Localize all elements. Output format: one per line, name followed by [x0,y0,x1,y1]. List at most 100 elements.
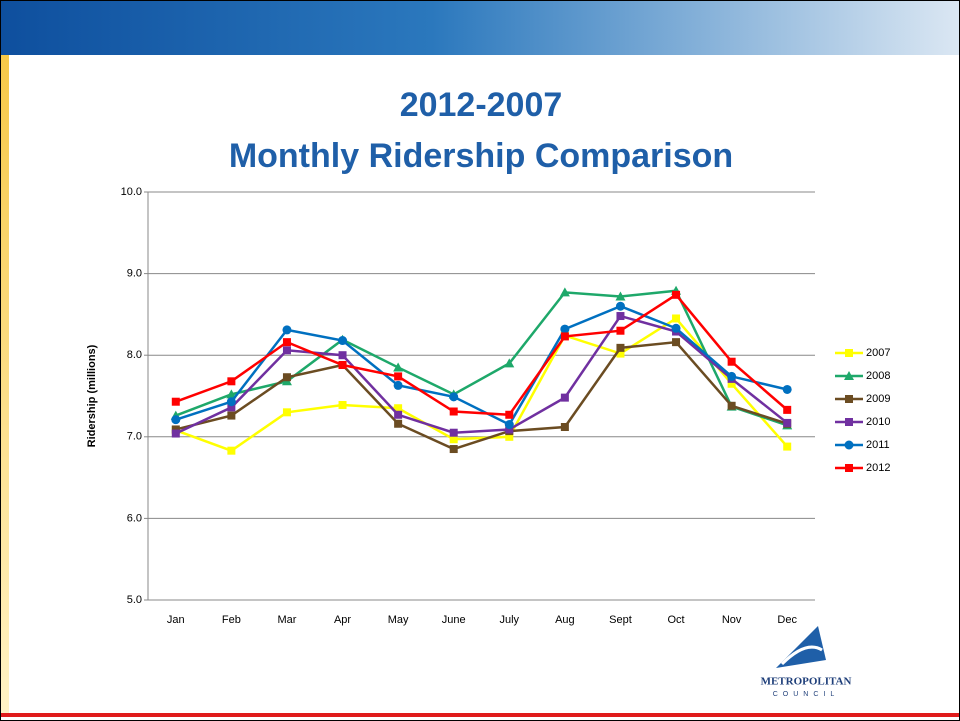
marker [616,312,625,321]
marker [227,411,236,420]
marker [171,429,180,438]
legend-marker [844,371,854,380]
marker [671,323,681,333]
marker [227,377,236,386]
marker [171,415,181,425]
marker [505,410,514,419]
marker [394,372,403,381]
marker [282,338,291,347]
marker [783,418,792,427]
legend-marker [845,395,853,403]
logo: METROPOLITAN COUNCIL [761,626,852,698]
x-tick-label: May [388,614,409,626]
chart-title: 2012-2007 [400,86,563,124]
x-tick-label: July [500,614,520,626]
y-axis-label: Ridership (millions) [86,344,98,447]
x-tick-label: Oct [667,614,684,626]
x-tick-label: Mar [277,614,296,626]
marker [560,332,569,341]
y-tick-label: 8.0 [127,349,142,361]
marker [449,407,458,416]
marker [449,435,458,444]
marker [226,389,237,399]
marker [727,357,736,366]
logo-subtitle: COUNCIL [773,691,840,698]
marker [504,358,515,368]
marker [616,349,625,358]
marker [227,403,236,412]
marker [282,373,291,382]
marker [282,325,292,335]
legend-label: 2009 [866,393,890,405]
series-line [175,314,788,435]
side-stripe [0,55,9,715]
x-tick-label: Sept [609,614,632,626]
y-tick-label: 7.0 [127,431,142,443]
series-line [175,340,788,451]
legend-marker [845,464,853,472]
marker [783,442,792,451]
x-tick-label: Dec [777,614,797,626]
marker [560,423,569,432]
marker [394,404,403,413]
y-tick-label: 10.0 [121,186,142,198]
banner [0,0,960,55]
marker [394,410,403,419]
marker [393,362,404,372]
marker [560,324,570,334]
marker [504,420,514,430]
series-line [175,304,788,427]
marker [338,400,347,409]
logo-swoosh [780,645,823,666]
x-tick-label: Aug [555,614,575,626]
marker [449,445,458,454]
legend-label: 2011 [866,439,890,451]
marker [282,408,291,417]
marker [505,425,514,434]
marker [615,291,626,301]
marker [393,380,403,390]
marker [505,432,514,441]
legend-label: 2012 [866,462,890,474]
marker [616,343,625,352]
legend-label: 2010 [866,416,890,428]
legend-marker [844,440,854,450]
marker [394,419,403,428]
marker [227,446,236,455]
marker [171,425,180,434]
marker [616,326,625,335]
marker [226,397,236,407]
marker [560,393,569,402]
legend-marker [845,349,853,357]
legend-label: 2008 [866,370,890,382]
marker [783,405,792,414]
x-tick-label: June [442,614,466,626]
marker [171,397,180,406]
x-tick-label: Nov [722,614,742,626]
marker [727,401,736,410]
marker [727,379,736,388]
chart-subtitle: Monthly Ridership Comparison [229,137,733,175]
y-tick-label: 5.0 [127,594,142,606]
marker [615,301,625,311]
x-tick-label: Feb [222,614,241,626]
logo-name: METROPOLITAN [761,676,852,688]
marker [672,338,681,347]
x-tick-label: Jan [167,614,185,626]
y-tick-label: 9.0 [127,268,142,280]
marker [282,346,291,355]
marker [338,336,348,346]
marker [559,287,570,297]
marker [672,314,681,323]
series-line [175,293,789,417]
marker [727,371,737,381]
marker [672,290,681,299]
marker [449,392,459,402]
legend-label: 2007 [866,347,890,359]
marker [338,351,347,360]
marker [338,360,347,369]
x-tick-label: Apr [334,614,351,626]
bottom-rule [0,713,960,717]
